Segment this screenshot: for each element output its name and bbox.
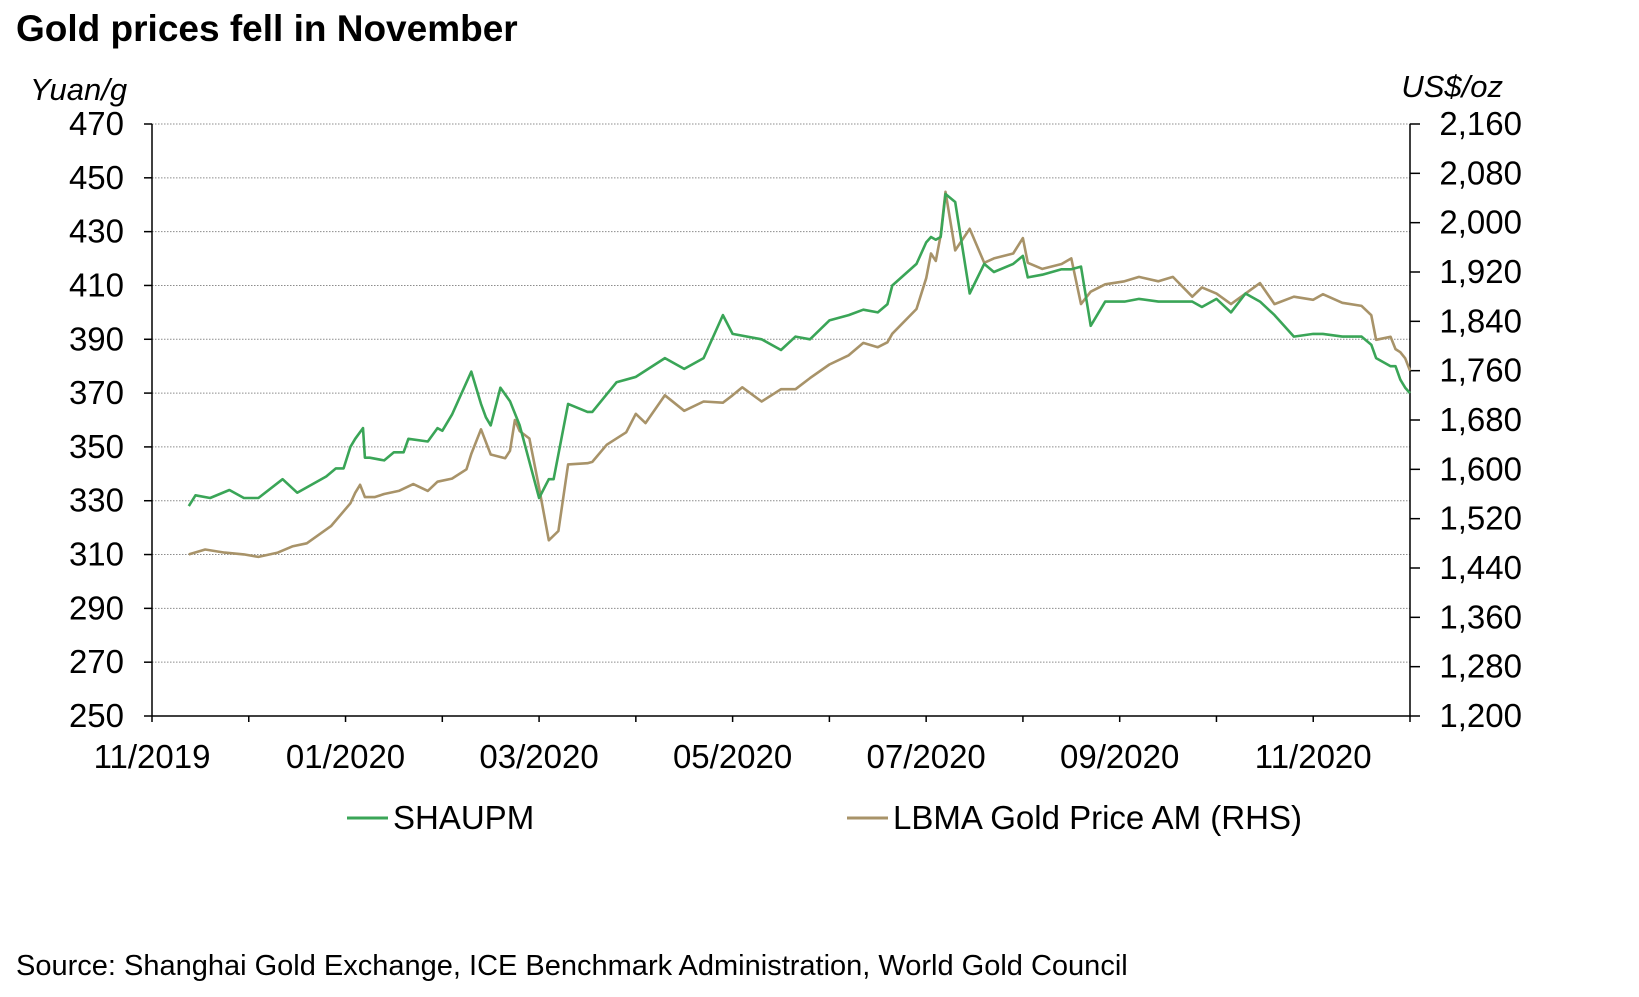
right-tick-label: 2,080 xyxy=(1439,154,1522,191)
right-tick-label: 1,680 xyxy=(1439,401,1522,438)
left-tick-label: 470 xyxy=(69,105,124,142)
legend: SHAUPM LBMA Gold Price AM (RHS) xyxy=(347,799,1302,836)
left-axis-ticks: 470 450 430 410 390 370 350 330 310 290 270 250 xyxy=(69,105,152,734)
right-tick-label: 1,520 xyxy=(1439,500,1522,537)
left-tick-label: 330 xyxy=(69,482,124,519)
left-tick-label: 350 xyxy=(69,428,124,465)
x-tick-label: 09/2020 xyxy=(1060,738,1179,775)
right-tick-label: 1,280 xyxy=(1439,648,1522,685)
left-axis-unit: Yuan/g xyxy=(30,72,127,107)
right-tick-label: 1,840 xyxy=(1439,302,1522,339)
right-tick-label: 1,440 xyxy=(1439,549,1522,586)
gridlines xyxy=(152,123,1410,663)
series-line-shaupm xyxy=(187,192,1411,507)
source-note: Source: Shanghai Gold Exchange, ICE Benc… xyxy=(16,950,1128,982)
x-tick-label: 03/2020 xyxy=(479,738,598,775)
left-tick-label: 390 xyxy=(69,320,124,357)
x-tick-label: 05/2020 xyxy=(673,738,792,775)
right-axis-ticks: 2,160 2,080 2,000 1,920 1,840 1,760 1,680 1,600… xyxy=(1410,105,1522,734)
legend-label-shaupm: SHAUPM xyxy=(393,799,534,836)
x-tick-label: 07/2020 xyxy=(867,738,986,775)
x-tick-label: 01/2020 xyxy=(286,738,405,775)
left-tick-label: 370 xyxy=(69,374,124,411)
right-tick-label: 2,160 xyxy=(1439,105,1522,142)
right-axis-unit: US$/oz xyxy=(1401,69,1503,104)
axes xyxy=(151,124,1411,717)
right-tick-label: 1,760 xyxy=(1439,352,1522,389)
series-lines xyxy=(187,190,1412,559)
legend-label-lbma: LBMA Gold Price AM (RHS) xyxy=(893,799,1302,836)
left-tick-label: 310 xyxy=(69,536,124,573)
chart-title: Gold prices fell in November xyxy=(16,8,518,49)
left-tick-label: 430 xyxy=(69,213,124,250)
left-tick-label: 270 xyxy=(69,643,124,680)
series-line-lbma xyxy=(188,190,1412,559)
left-tick-label: 450 xyxy=(69,159,124,196)
x-tick-label: 11/2020 xyxy=(1255,738,1372,775)
x-tick-label: 11/2019 xyxy=(94,738,211,775)
x-axis-ticks: 11/2019 01/2020 03/2020 05/2020 07/2020 09/20… xyxy=(94,716,1411,775)
right-tick-label: 1,360 xyxy=(1439,598,1522,635)
right-tick-label: 1,920 xyxy=(1439,253,1522,290)
left-tick-label: 410 xyxy=(69,266,124,303)
left-tick-label: 250 xyxy=(69,697,124,734)
left-tick-label: 290 xyxy=(69,589,124,626)
right-tick-label: 1,200 xyxy=(1439,697,1522,734)
right-tick-label: 2,000 xyxy=(1439,204,1522,241)
right-tick-label: 1,600 xyxy=(1439,450,1522,487)
